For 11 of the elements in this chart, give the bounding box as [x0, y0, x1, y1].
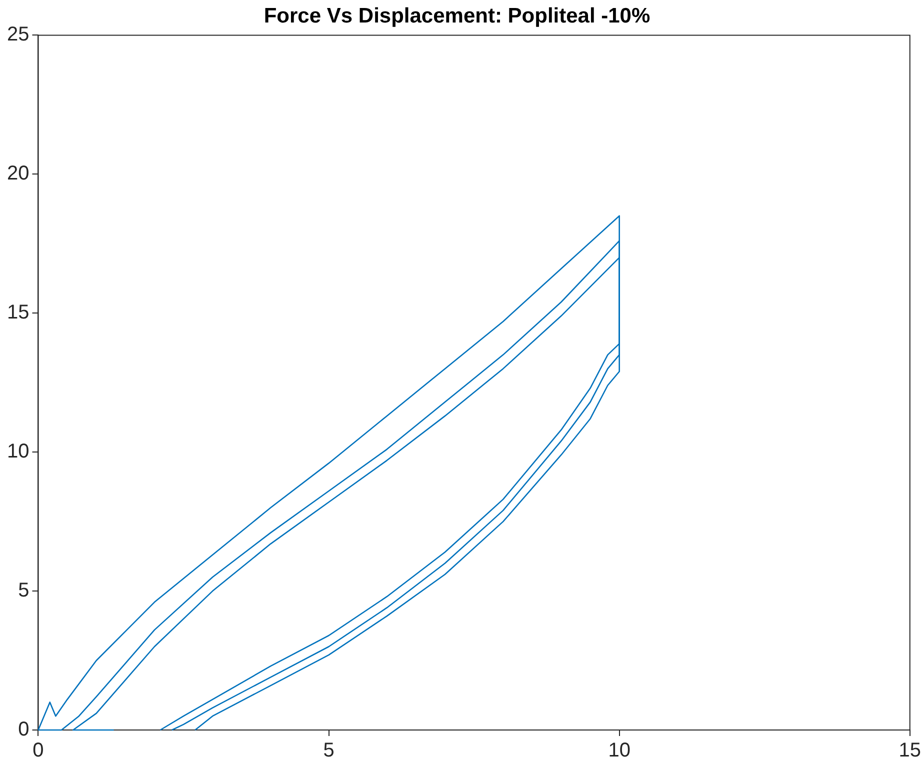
y-tick-label: 10 [6, 440, 30, 463]
chart-title: Force Vs Displacement: Popliteal -10% [264, 4, 650, 28]
x-tick-label: 10 [608, 740, 630, 762]
y-tick-label: 15 [6, 302, 30, 324]
x-tick-label: 15 [898, 740, 921, 762]
x-tick-label: 5 [323, 740, 334, 762]
y-tick-label: 0 [18, 718, 30, 741]
x-tick-label: 0 [32, 740, 44, 762]
y-tick-label: 5 [18, 580, 30, 602]
y-tick-label: 20 [6, 162, 30, 185]
y-tick-label: 25 [6, 24, 30, 46]
